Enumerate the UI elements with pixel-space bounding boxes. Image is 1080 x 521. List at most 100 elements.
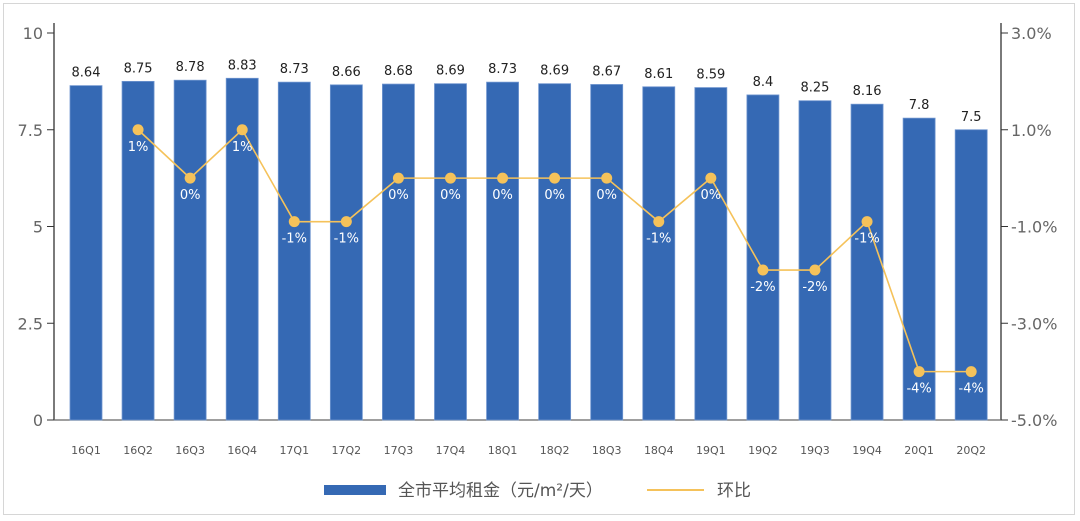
bar <box>850 103 884 421</box>
line-data-label: 1% <box>128 140 149 155</box>
line-data-label: -1% <box>854 232 879 247</box>
x-axis-tick-label: 18Q2 <box>540 444 570 457</box>
x-axis-tick-label: 17Q1 <box>279 444 309 457</box>
bar <box>538 83 572 421</box>
left-axis-tick-label: 0 <box>33 411 43 430</box>
x-axis-tick-label: 19Q4 <box>852 444 882 457</box>
line-point <box>965 366 977 378</box>
line-point <box>549 172 561 184</box>
left-axis-tick-label: 7.5 <box>18 121 43 140</box>
legend-swatch-bar <box>324 485 386 495</box>
x-axis-tick-label: 16Q3 <box>175 444 205 457</box>
bar <box>121 80 155 421</box>
bar-data-label: 8.16 <box>853 84 882 99</box>
line-point <box>601 172 613 184</box>
x-axis-tick-label: 17Q3 <box>384 444 414 457</box>
line-point <box>444 172 456 184</box>
line-point <box>132 124 144 136</box>
line-point <box>653 216 665 228</box>
bar-data-label: 8.83 <box>228 58 257 73</box>
bar <box>173 79 207 421</box>
x-axis-tick-label: 16Q2 <box>123 444 153 457</box>
bar <box>486 81 519 421</box>
bar-data-label: 8.73 <box>488 62 517 77</box>
x-axis-tick-label: 19Q2 <box>748 444 778 457</box>
left-axis-tick-label: 10 <box>23 24 43 43</box>
bar <box>277 81 311 421</box>
bar <box>746 94 780 421</box>
x-axis-tick-label: 20Q1 <box>904 444 934 457</box>
bar-data-label: 8.64 <box>72 66 101 81</box>
x-axis-tick-label: 18Q3 <box>592 444 622 457</box>
bar-data-label: 8.67 <box>592 64 621 79</box>
bar <box>434 83 467 421</box>
legend-label-line: 环比 <box>717 481 751 501</box>
bar-data-label: 8.68 <box>384 64 413 79</box>
line-data-label: 0% <box>180 188 201 203</box>
line-data-label: -1% <box>334 232 359 247</box>
line-data-label: -1% <box>646 232 671 247</box>
x-axis-tick-label: 17Q2 <box>332 444 362 457</box>
line-data-label: 0% <box>701 188 722 203</box>
line-point <box>184 172 196 184</box>
line-point <box>497 172 509 184</box>
right-axis-tick-label: -3.0% <box>1011 314 1057 333</box>
line-point <box>757 264 769 276</box>
line-point <box>705 172 717 184</box>
bar-data-label: 8.69 <box>436 64 465 79</box>
line-data-label: 0% <box>596 188 617 203</box>
line-data-label: -4% <box>906 382 931 397</box>
bar-data-label: 8.73 <box>280 62 309 77</box>
line-point <box>809 264 821 276</box>
bar-data-label: 8.4 <box>753 75 774 90</box>
x-axis-tick-label: 19Q1 <box>696 444 726 457</box>
x-axis-tick-label: 16Q1 <box>71 444 101 457</box>
line-data-label: 0% <box>544 188 565 203</box>
bar <box>694 87 728 421</box>
right-axis-tick-label: -1.0% <box>1011 218 1057 237</box>
right-axis-tick-label: -5.0% <box>1011 411 1057 430</box>
line-data-label: 0% <box>492 188 513 203</box>
bar-data-label: 8.69 <box>540 64 569 79</box>
x-axis-tick-label: 20Q2 <box>956 444 986 457</box>
line-point <box>913 366 925 378</box>
bar-data-label: 8.59 <box>696 68 725 83</box>
bar-data-label: 8.66 <box>332 65 361 80</box>
bar <box>590 84 624 421</box>
bar-data-label: 8.61 <box>644 67 673 82</box>
legend-label-bar: 全市平均租金（元/m²/天） <box>398 481 603 501</box>
bar-data-label: 8.75 <box>124 61 153 76</box>
right-axis-tick-label: 3.0% <box>1011 24 1052 43</box>
line-point <box>288 216 300 228</box>
x-axis-tick-label: 18Q4 <box>644 444 674 457</box>
bar <box>69 85 103 421</box>
line-point <box>236 124 248 136</box>
line-data-label: 0% <box>388 188 409 203</box>
left-axis-tick-label: 2.5 <box>18 314 43 333</box>
line-data-label: -2% <box>750 280 775 295</box>
bar <box>642 86 676 421</box>
line-data-label: -4% <box>959 382 984 397</box>
bar <box>382 83 415 421</box>
left-axis-tick-label: 5 <box>33 218 43 237</box>
line-data-label: -2% <box>802 280 827 295</box>
x-axis-tick-label: 17Q4 <box>436 444 466 457</box>
x-axis-tick-label: 16Q4 <box>227 444 257 457</box>
bar-data-label: 7.5 <box>961 110 982 125</box>
line-point <box>861 216 873 228</box>
bar <box>329 84 363 421</box>
right-axis-tick-label: 1.0% <box>1011 121 1052 140</box>
line-point <box>340 216 352 228</box>
x-axis-tick-label: 18Q1 <box>488 444 518 457</box>
bar-data-label: 8.78 <box>176 60 205 75</box>
bar-data-label: 8.25 <box>801 81 830 96</box>
line-data-label: 0% <box>440 188 461 203</box>
x-axis-tick-label: 19Q3 <box>800 444 830 457</box>
chart-frame <box>3 3 1075 515</box>
bar-data-label: 7.8 <box>909 98 930 113</box>
bar <box>225 77 259 421</box>
line-data-label: 1% <box>232 140 253 155</box>
line-point <box>392 172 404 184</box>
line-data-label: -1% <box>282 232 307 247</box>
